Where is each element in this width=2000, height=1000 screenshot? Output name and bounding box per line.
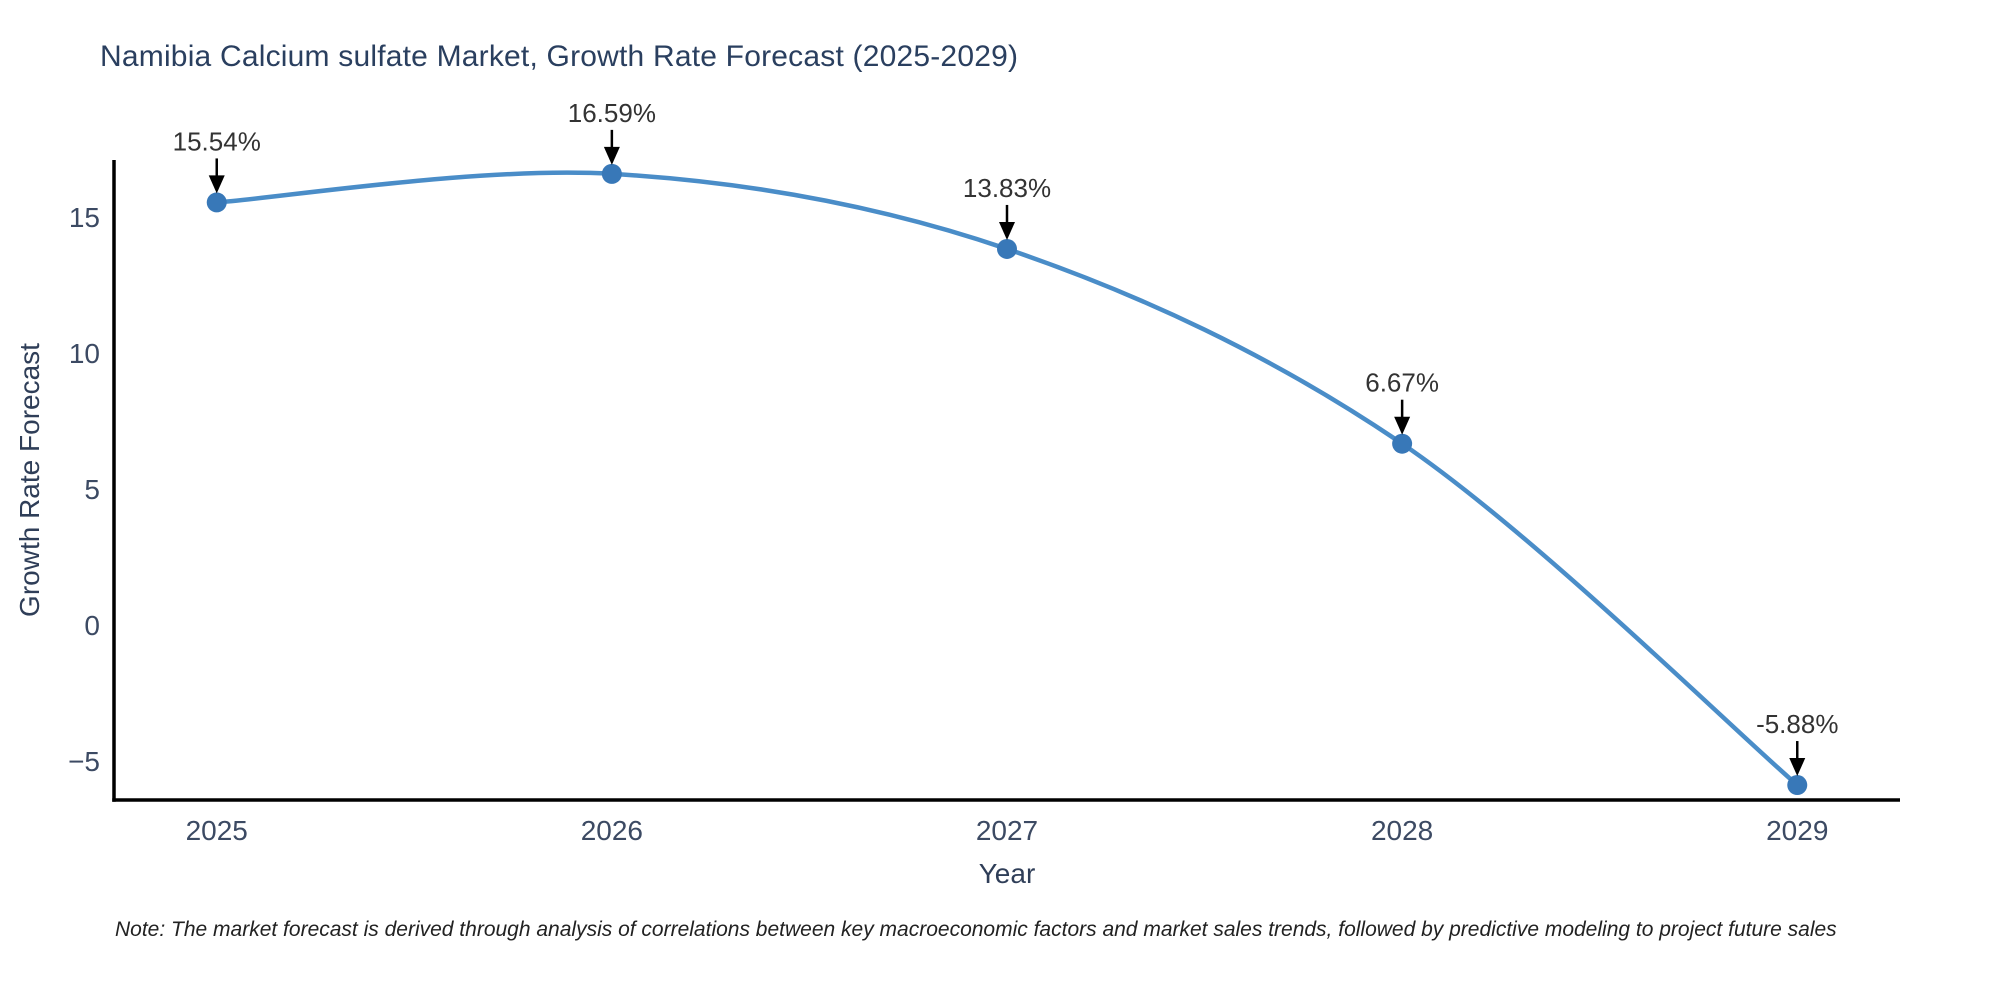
- data-point-2028: [1392, 433, 1413, 454]
- x-tick-label: 2029: [1766, 815, 1828, 846]
- annotation-arrowhead: [208, 175, 225, 194]
- footnote: Note: The market forecast is derived thr…: [115, 918, 1837, 941]
- y-tick-label: 10: [69, 338, 100, 369]
- annotation-label: 6.67%: [1365, 368, 1439, 398]
- x-tick-label: 2028: [1371, 815, 1433, 846]
- y-axis-title: Growth Rate Forecast: [14, 343, 45, 617]
- y-tick-label: 5: [84, 474, 100, 505]
- y-tick-label: −5: [68, 746, 100, 777]
- x-tick-label: 2027: [976, 815, 1038, 846]
- annotation-arrowhead: [603, 146, 620, 165]
- x-tick-label: 2026: [581, 815, 643, 846]
- data-point-2029: [1787, 775, 1808, 796]
- data-point-2027: [997, 238, 1017, 259]
- data-point-2026: [601, 163, 622, 184]
- chart-title: Namibia Calcium sulfate Market, Growth R…: [100, 40, 1019, 73]
- annotation-label: -5.88%: [1756, 709, 1838, 739]
- forecast-line: [214, 170, 1800, 788]
- annotation-label: 16.59%: [568, 98, 656, 128]
- annotation-arrowhead: [1789, 758, 1806, 777]
- x-axis-title: Year: [978, 858, 1036, 889]
- data-point-2025: [206, 192, 227, 213]
- annotation-label: 13.83%: [963, 173, 1051, 203]
- annotation-label: 15.54%: [173, 126, 261, 156]
- annotation-arrowhead: [999, 221, 1015, 240]
- y-tick-label: 15: [69, 202, 100, 233]
- x-tick-label: 2025: [186, 815, 248, 846]
- y-tick-label: 0: [84, 610, 100, 641]
- annotation-arrowhead: [1394, 416, 1411, 435]
